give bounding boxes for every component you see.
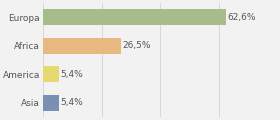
Bar bbox=[43, 38, 120, 54]
Text: 5,4%: 5,4% bbox=[60, 98, 83, 107]
Text: 62,6%: 62,6% bbox=[228, 13, 256, 22]
Bar bbox=[43, 95, 59, 111]
Bar bbox=[43, 66, 59, 82]
Text: 5,4%: 5,4% bbox=[60, 70, 83, 79]
Bar bbox=[43, 9, 226, 25]
Text: 26,5%: 26,5% bbox=[122, 41, 151, 50]
